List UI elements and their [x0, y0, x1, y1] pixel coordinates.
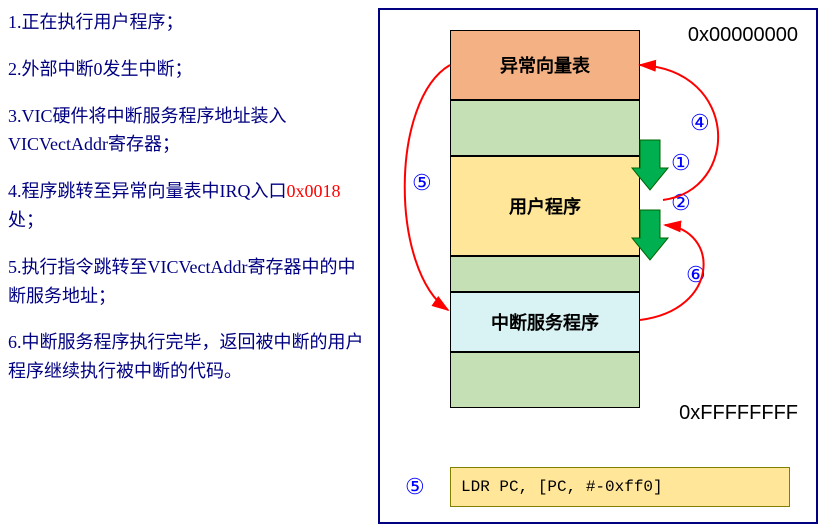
- memory-block: 中断服务程序: [450, 292, 640, 352]
- addr-top: 0x00000000: [688, 24, 798, 47]
- step-2: 2.外部中断0发生中断；: [8, 55, 368, 84]
- code-text: LDR PC, [PC, #-0xff0]: [461, 478, 663, 496]
- memory-block: 用户程序: [450, 156, 640, 256]
- memory-diagram: 0x00000000 0xFFFFFFFF 异常向量表用户程序中断服务程序 ① …: [378, 8, 818, 524]
- memory-block: [450, 256, 640, 292]
- marker-6: ⑥: [686, 262, 706, 288]
- memory-column: 异常向量表用户程序中断服务程序: [450, 30, 640, 408]
- code-box: LDR PC, [PC, #-0xff0]: [450, 467, 790, 507]
- step-1: 1.正在执行用户程序；: [8, 8, 368, 37]
- marker-1: ①: [671, 150, 691, 176]
- step-6: 6.中断服务程序执行完毕，返回被中断的用户程序继续执行被中断的代码。: [8, 328, 368, 386]
- step-4: 4.程序跳转至异常向量表中IRQ入口0x0018处；: [8, 177, 368, 235]
- marker-2: ②: [671, 190, 691, 216]
- memory-block: 异常向量表: [450, 30, 640, 100]
- step-list: 1.正在执行用户程序； 2.外部中断0发生中断； 3.VIC硬件将中断服务程序地…: [8, 8, 368, 524]
- memory-block: [450, 352, 640, 408]
- addr-bottom: 0xFFFFFFFF: [679, 402, 798, 425]
- step-3: 3.VIC硬件将中断服务程序地址装入VICVectAddr寄存器；: [8, 102, 368, 160]
- code-marker: ⑤: [405, 474, 425, 500]
- marker-5: ⑤: [412, 170, 432, 196]
- marker-4: ④: [690, 110, 710, 136]
- memory-block: [450, 100, 640, 156]
- step-5: 5.执行指令跳转至VICVectAddr寄存器中的中断服务地址；: [8, 253, 368, 311]
